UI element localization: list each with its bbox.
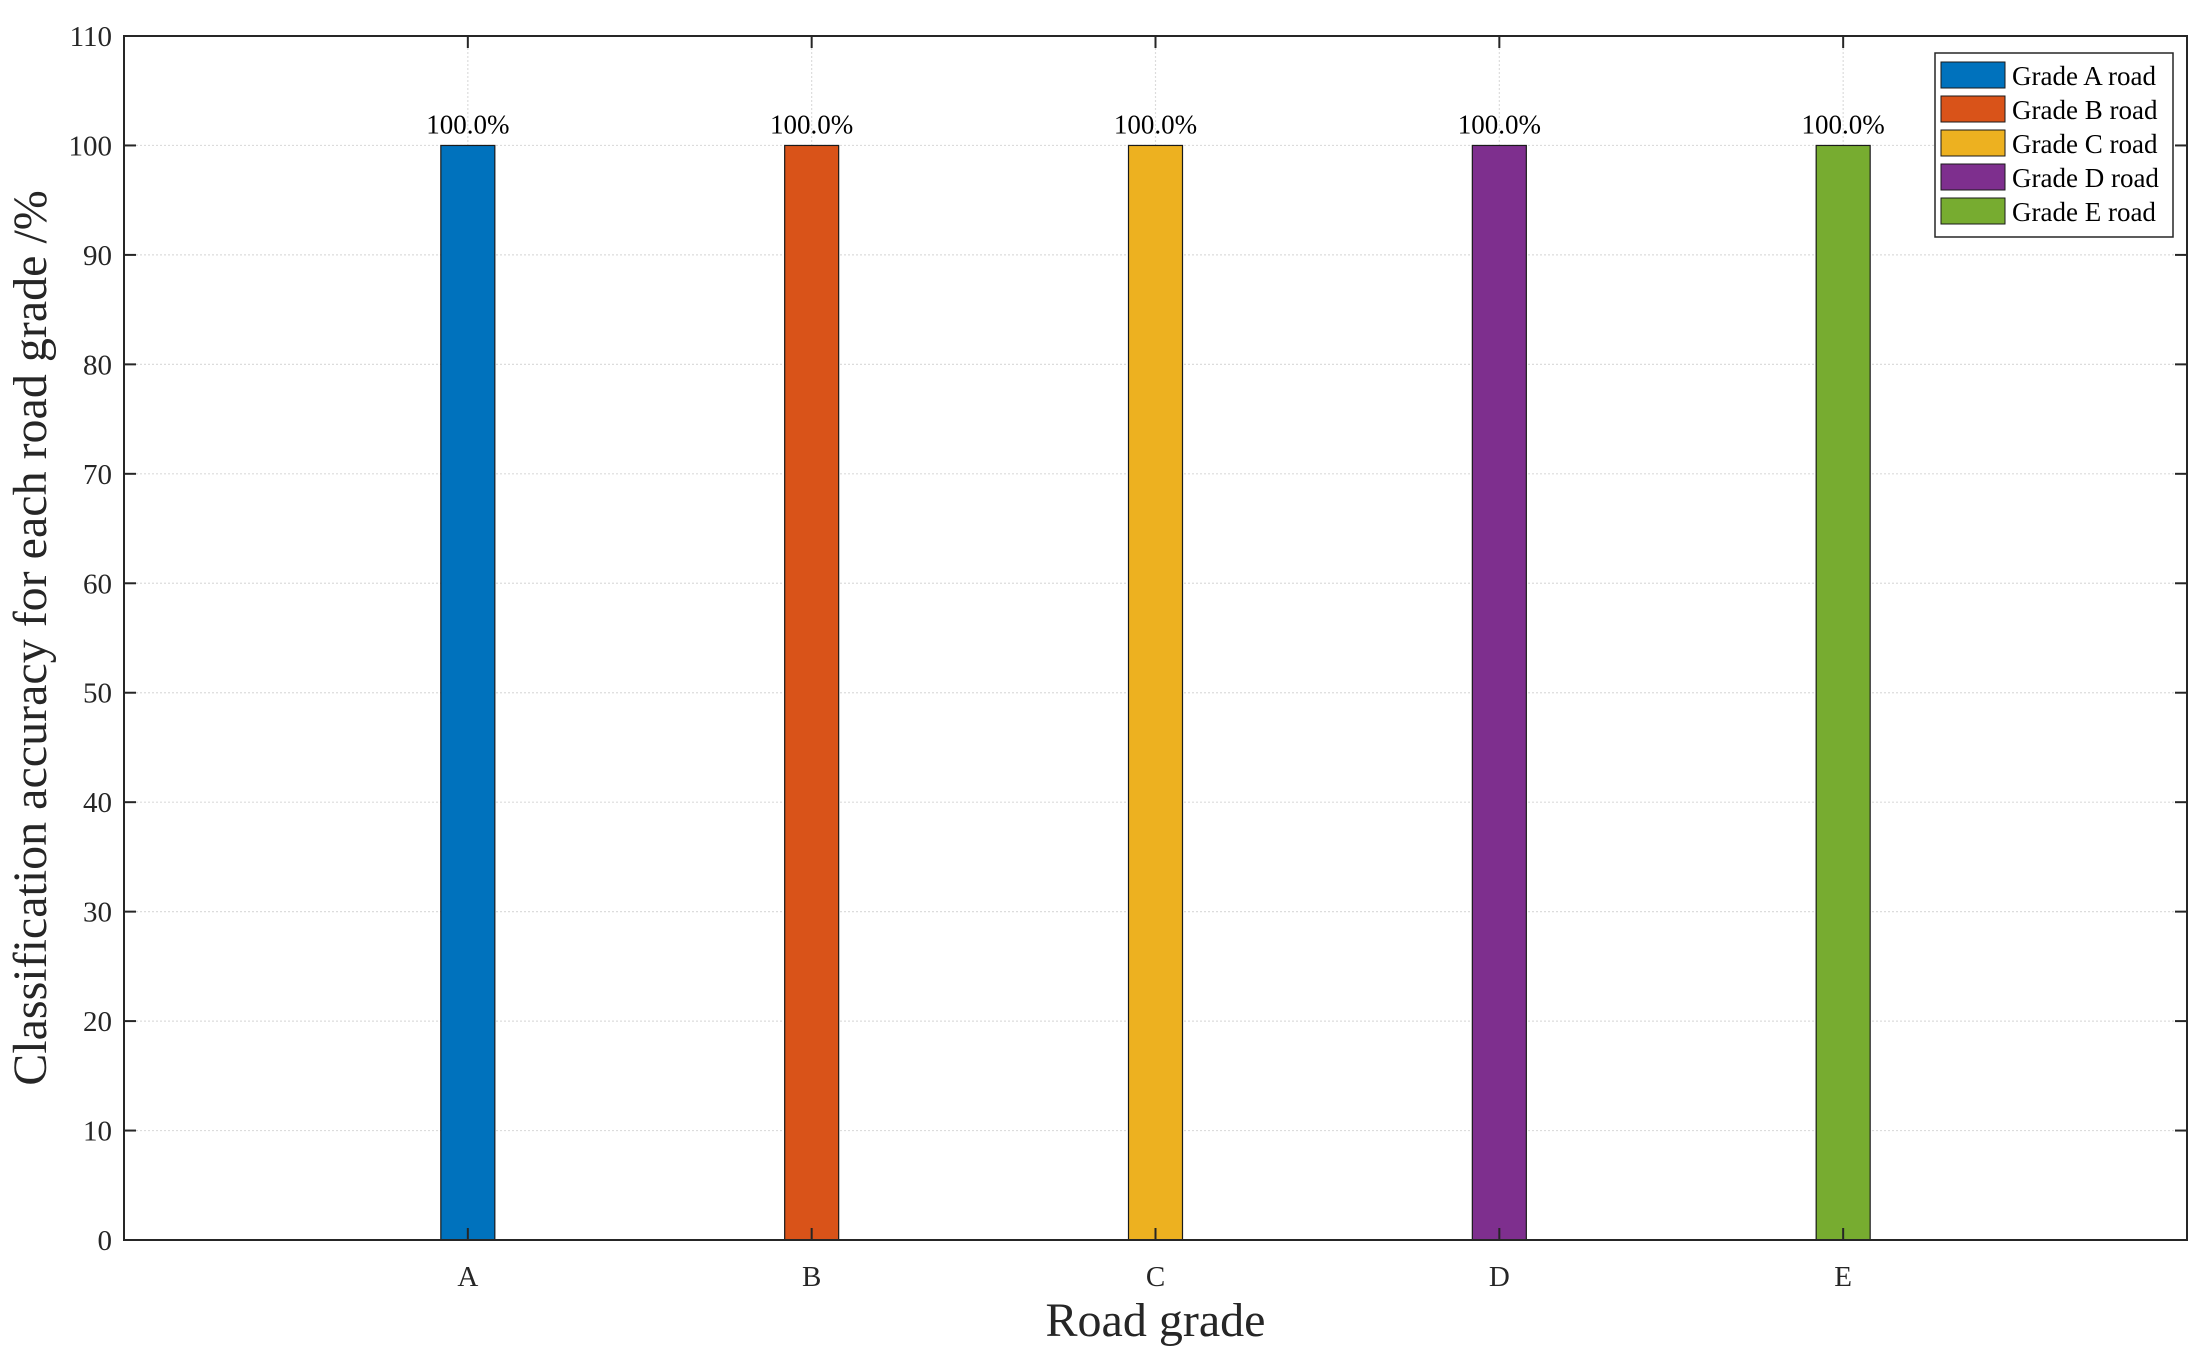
y-tick-label: 60 bbox=[83, 568, 112, 600]
y-axis-ticks: 0 10 20 30 40 50 60 70 80 90 100 110 bbox=[69, 21, 2187, 1257]
legend-label-A: Grade A road bbox=[2012, 61, 2156, 91]
y-tick-label: 70 bbox=[83, 459, 112, 491]
legend-swatch-D bbox=[1940, 163, 2006, 191]
y-tick-label: 100 bbox=[69, 130, 113, 162]
data-label-E: 100.0% bbox=[1802, 109, 1885, 139]
y-tick-label: 30 bbox=[83, 897, 112, 929]
y-axis-title: Classification accuracy for each road gr… bbox=[4, 190, 57, 1086]
legend-swatch-C bbox=[1940, 129, 2006, 157]
data-labels: 100.0% 100.0% 100.0% 100.0% 100.0% bbox=[426, 109, 1885, 139]
legend-swatch-E bbox=[1940, 197, 2006, 225]
y-tick-label: 20 bbox=[83, 1006, 112, 1038]
legend-label-C: Grade C road bbox=[2012, 129, 2158, 159]
legend-label-B: Grade B road bbox=[2012, 95, 2158, 125]
x-tick-label: B bbox=[802, 1261, 821, 1293]
y-tick-label: 50 bbox=[83, 678, 112, 710]
bar-C bbox=[1127, 144, 1184, 1241]
x-tick-label: A bbox=[457, 1261, 478, 1293]
x-axis-ticks: A B C D E bbox=[457, 36, 1852, 1293]
legend-label-E: Grade E road bbox=[2012, 197, 2156, 227]
data-label-C: 100.0% bbox=[1114, 109, 1197, 139]
x-tick-label: D bbox=[1489, 1261, 1510, 1293]
bar-B bbox=[784, 144, 840, 1241]
data-label-A: 100.0% bbox=[426, 109, 509, 139]
y-tick-label: 10 bbox=[83, 1116, 112, 1148]
bar-D bbox=[1471, 144, 1527, 1241]
legend: Grade A road Grade B road Grade C road Grad… bbox=[1934, 52, 2174, 238]
legend-label-D: Grade D road bbox=[2012, 163, 2159, 193]
y-tick-label: 110 bbox=[70, 21, 112, 53]
x-axis-title: Road grade bbox=[1046, 1294, 1266, 1347]
x-tick-label: E bbox=[1834, 1261, 1852, 1293]
legend-swatch-B bbox=[1940, 95, 2006, 123]
bar-A bbox=[440, 144, 496, 1241]
bars bbox=[440, 144, 1871, 1241]
data-label-B: 100.0% bbox=[770, 109, 853, 139]
legend-swatch-A bbox=[1940, 61, 2006, 89]
data-label-D: 100.0% bbox=[1458, 109, 1541, 139]
y-tick-label: 0 bbox=[98, 1225, 113, 1257]
y-tick-label: 80 bbox=[83, 349, 112, 381]
x-tick-label: C bbox=[1146, 1261, 1165, 1293]
bar-E bbox=[1815, 144, 1871, 1241]
y-tick-label: 90 bbox=[83, 240, 112, 272]
y-tick-label: 40 bbox=[83, 787, 112, 819]
